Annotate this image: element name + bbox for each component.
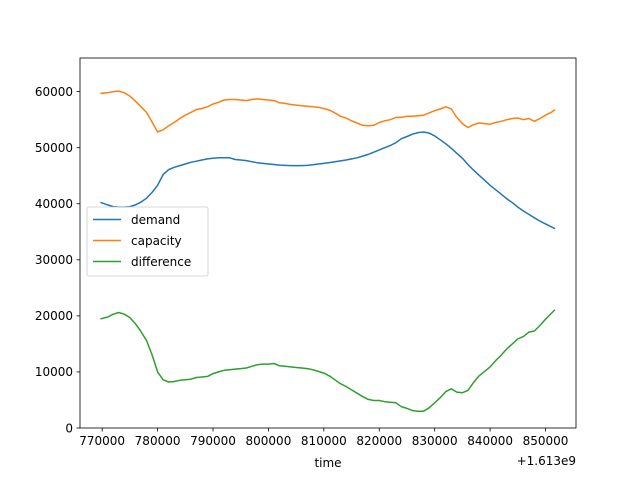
x-tick-label: 830000 — [412, 434, 458, 448]
x-axis-offset-label: +1.613e9 — [517, 454, 576, 468]
x-tick-label: 850000 — [523, 434, 569, 448]
legend-label-difference: difference — [131, 255, 191, 269]
x-tick-label: 800000 — [246, 434, 292, 448]
x-tick-label: 790000 — [190, 434, 236, 448]
series-line-difference — [100, 309, 556, 412]
legend-label-demand: demand — [131, 213, 180, 227]
series-line-demand — [100, 131, 556, 230]
series-line-capacity — [100, 90, 556, 133]
y-tick-label: 0 — [65, 421, 73, 435]
x-tick-label: 840000 — [467, 434, 513, 448]
legend-label-capacity: capacity — [131, 234, 182, 248]
legend: demand capacity difference — [86, 206, 209, 277]
legend-box — [86, 206, 209, 277]
y-tick-label: 20000 — [35, 309, 73, 323]
x-tick-label: 810000 — [301, 434, 347, 448]
series-layer — [100, 90, 556, 412]
y-tick-label: 50000 — [35, 141, 73, 155]
x-tick-label: 780000 — [135, 434, 181, 448]
x-tick-label: 820000 — [356, 434, 402, 448]
y-tick-label: 60000 — [35, 85, 73, 99]
y-tick-label: 10000 — [35, 365, 73, 379]
y-tick-label: 30000 — [35, 253, 73, 267]
axes-frame — [79, 57, 577, 429]
x-tick-label: 770000 — [79, 434, 125, 448]
y-tick-label: 40000 — [35, 197, 73, 211]
x-axis-label: time — [314, 456, 341, 470]
axes-layer: 770000 780000 790000 800000 810000 820000 8300… — [35, 57, 577, 448]
